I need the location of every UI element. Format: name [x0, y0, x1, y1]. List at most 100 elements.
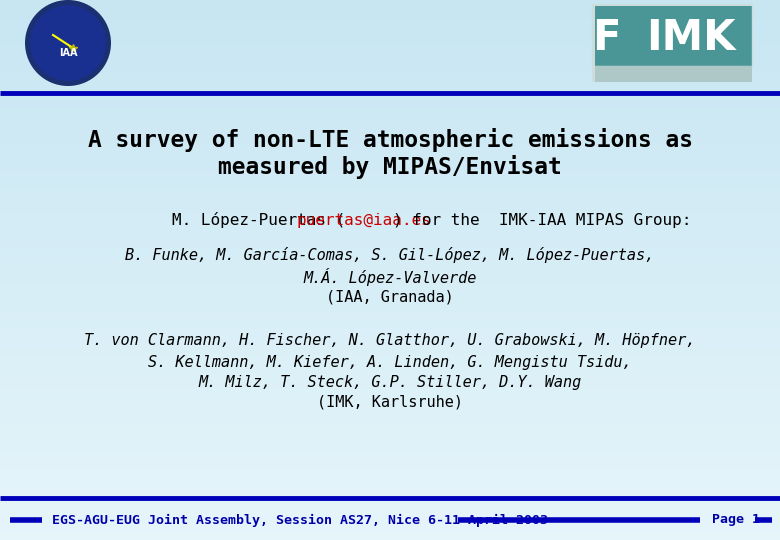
Bar	[0, 178, 780, 181]
Bar	[0, 526, 780, 529]
Bar	[0, 40, 780, 43]
Bar	[0, 103, 780, 105]
Bar	[0, 124, 780, 127]
Bar	[0, 486, 780, 489]
Bar	[0, 65, 780, 68]
Bar	[0, 238, 780, 240]
Bar	[0, 224, 780, 227]
Bar	[0, 321, 780, 324]
Bar	[0, 189, 780, 192]
Bar	[0, 5, 780, 8]
Bar	[0, 289, 780, 292]
Bar	[0, 310, 780, 313]
Bar	[0, 148, 780, 151]
Bar	[0, 113, 780, 116]
Bar	[0, 46, 780, 49]
Bar	[0, 146, 780, 148]
Bar	[0, 448, 780, 451]
Bar	[0, 400, 780, 402]
Bar	[0, 200, 780, 202]
Bar	[0, 43, 780, 46]
Bar	[0, 270, 780, 273]
Bar	[0, 329, 780, 332]
Bar	[0, 402, 780, 405]
Bar	[0, 259, 780, 262]
Bar	[0, 130, 780, 132]
Bar	[0, 475, 780, 478]
Bar	[0, 472, 780, 475]
Bar	[0, 459, 780, 462]
Bar	[0, 327, 780, 329]
Bar	[0, 373, 780, 375]
Bar	[0, 97, 780, 100]
Bar	[0, 186, 780, 189]
Text: (IMK, Karlsruhe): (IMK, Karlsruhe)	[317, 395, 463, 409]
Bar	[0, 119, 780, 122]
Bar	[0, 537, 780, 540]
Bar	[0, 529, 780, 532]
Bar	[0, 381, 780, 383]
Bar	[0, 138, 780, 140]
Text: F: F	[592, 17, 620, 59]
Bar	[0, 216, 780, 219]
Bar	[0, 256, 780, 259]
Bar	[0, 11, 780, 14]
Bar	[0, 297, 780, 300]
Bar	[0, 116, 780, 119]
Bar	[0, 470, 780, 472]
Bar	[0, 232, 780, 235]
Bar	[0, 383, 780, 386]
Bar	[0, 8, 780, 11]
Bar	[0, 32, 780, 35]
Bar	[0, 24, 780, 27]
Bar	[0, 173, 780, 176]
Text: (IAA, Granada): (IAA, Granada)	[326, 289, 454, 305]
Bar	[0, 35, 780, 38]
Bar	[0, 108, 780, 111]
Bar	[0, 78, 780, 81]
Bar	[0, 159, 780, 162]
Bar	[0, 211, 780, 213]
Bar	[0, 240, 780, 243]
Bar	[0, 230, 780, 232]
Bar	[0, 219, 780, 221]
Bar	[0, 432, 780, 435]
Bar	[0, 278, 780, 281]
Bar	[0, 340, 780, 343]
Bar	[0, 248, 780, 251]
Bar	[0, 254, 780, 256]
Bar	[0, 356, 780, 359]
Bar	[0, 392, 780, 394]
Bar	[0, 429, 780, 432]
Bar	[0, 122, 780, 124]
Bar	[0, 62, 780, 65]
Bar	[0, 0, 780, 3]
Bar	[0, 38, 780, 40]
Bar	[0, 343, 780, 346]
Bar	[0, 370, 780, 373]
Bar	[0, 319, 780, 321]
Bar	[0, 413, 780, 416]
Bar	[0, 508, 780, 510]
Text: M.Á. López-Valverde: M.Á. López-Valverde	[303, 268, 477, 286]
Bar	[0, 143, 780, 146]
Bar	[0, 435, 780, 437]
Bar	[0, 410, 780, 413]
Bar	[0, 305, 780, 308]
Bar	[0, 84, 780, 86]
Bar	[0, 332, 780, 335]
Bar	[0, 424, 780, 427]
Bar	[0, 105, 780, 108]
Bar	[0, 92, 780, 94]
Text: S. Kellmann, M. Kiefer, A. Linden, G. Mengistu Tsidu,: S. Kellmann, M. Kiefer, A. Linden, G. Me…	[148, 354, 632, 369]
Bar	[0, 521, 780, 524]
Bar	[0, 408, 780, 410]
Bar	[0, 19, 780, 22]
Bar	[0, 378, 780, 381]
Bar	[0, 440, 780, 443]
Bar	[0, 243, 780, 246]
Bar	[0, 16, 780, 19]
Bar	[0, 284, 780, 286]
Bar	[0, 213, 780, 216]
Bar	[0, 51, 780, 54]
